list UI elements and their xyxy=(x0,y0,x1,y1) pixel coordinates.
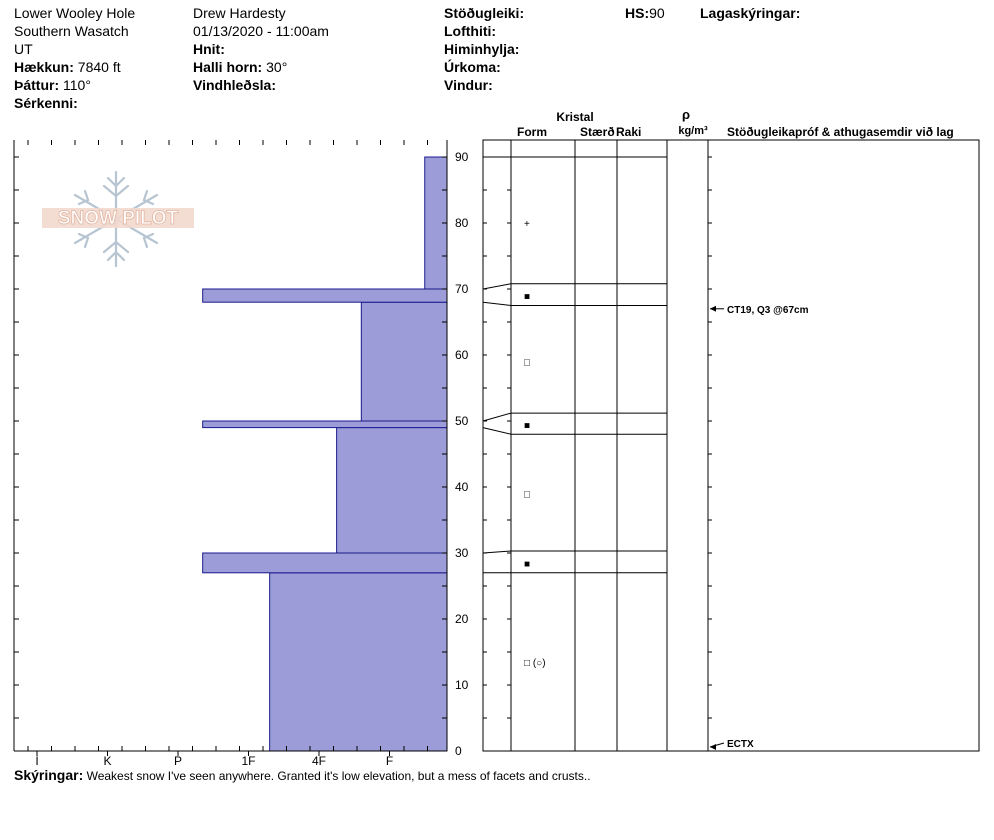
hardness-frame xyxy=(13,140,447,752)
height-tick-label: 90 xyxy=(455,150,469,164)
density-symbol-header: ρ xyxy=(682,107,690,122)
hs-row: HS:90 xyxy=(625,4,665,22)
precip-label: Úrkoma: xyxy=(444,59,501,75)
table-headers: Kristal Form Stærð Raki ρ kg/m³ Stöðugleikapró… xyxy=(517,107,954,139)
special-row: Sérkenni: xyxy=(14,94,135,112)
wind-label: Vindur: xyxy=(444,77,493,93)
test-arrow-head xyxy=(710,305,716,312)
header-col-observer: Drew Hardesty 01/13/2020 - 11:00am Hnit:… xyxy=(193,4,329,94)
table-border xyxy=(482,139,980,752)
hardness-layer-bar xyxy=(202,552,448,574)
aspect-value: 110° xyxy=(63,77,91,93)
form-header: Form xyxy=(517,125,547,139)
special-label: Sérkenni: xyxy=(14,95,78,111)
layer-boundary-lines xyxy=(482,156,667,574)
hs-label: HS: xyxy=(625,5,650,21)
layer-boundary xyxy=(482,301,667,306)
elevation-value: 7840 ft xyxy=(77,59,121,75)
stability-test-label: ECTX xyxy=(727,739,754,750)
sky-label: Himinhylja: xyxy=(444,41,520,57)
hardness-tick-label: 1F xyxy=(241,754,255,768)
height-tick-label: 80 xyxy=(455,216,469,230)
coords-row: Hnit: xyxy=(193,40,329,58)
hardness-layers xyxy=(202,156,448,752)
layer-boundary xyxy=(482,427,667,435)
slope-row: Halli horn: 30° xyxy=(193,58,329,76)
header-col-location: Lower Wooley Hole Southern Wasatch UT Hæ… xyxy=(14,4,135,112)
hardness-tick-label: P xyxy=(174,754,182,768)
layer-boundary xyxy=(482,283,667,290)
height-tick-label: 30 xyxy=(455,546,469,560)
state: UT xyxy=(14,41,33,57)
moisture-header: Raki xyxy=(616,125,641,139)
grain-form-symbol: □ xyxy=(524,490,530,501)
height-tick-label: 60 xyxy=(455,348,469,362)
stability-label: Stöðugleiki: xyxy=(444,5,525,21)
hardness-layer-bar xyxy=(336,427,448,554)
height-tick-label: 70 xyxy=(455,282,469,296)
hardness-tick-label: I xyxy=(35,754,38,768)
grain-form-symbol: ■ xyxy=(524,292,530,303)
elevation-label: Hækkun: xyxy=(14,59,74,75)
mountain-range: Southern Wasatch xyxy=(14,23,129,39)
comments-label: Skýringar: xyxy=(14,767,84,783)
aspect-label: Þáttur: xyxy=(14,77,60,93)
hardness-layer-bar xyxy=(269,572,448,752)
grain-form-symbol: □ (○) xyxy=(524,658,546,669)
height-axis: 0 10 20 30 40 50 60 70 80 90 xyxy=(446,140,469,758)
height-tick-label: 10 xyxy=(455,678,469,692)
crystal-table xyxy=(482,139,980,752)
hs-value: 90 xyxy=(649,5,665,21)
location-name: Lower Wooley Hole xyxy=(14,5,136,21)
elevation-row: Hækkun: 7840 ft xyxy=(14,58,135,76)
hardness-tick-label: F xyxy=(386,754,393,768)
coords-label: Hnit: xyxy=(193,41,225,57)
wind-loading-label: Vindhleðsla: xyxy=(193,77,276,93)
aspect-row: Þáttur: 110° xyxy=(14,76,135,94)
grain-form-symbol: □ xyxy=(524,358,530,369)
observation-datetime: 01/13/2020 - 11:00am xyxy=(193,23,329,39)
stability-tests: CT19, Q3 @67cm ECTX xyxy=(709,305,809,750)
legend-row: Lagaskýringar: xyxy=(700,4,800,22)
test-arrow-head xyxy=(710,744,716,750)
comments-text: Weakest snow I've seen anywhere. Granted… xyxy=(86,769,591,783)
comments-footer: Skýringar: Weakest snow I've seen anywhe… xyxy=(14,767,591,783)
logo-text: SNOW PILOT xyxy=(58,208,179,229)
hardness-layer-bar xyxy=(360,301,448,422)
height-tick-label: 0 xyxy=(455,744,462,758)
layer-boundary xyxy=(482,550,667,554)
grain-form-symbol: ■ xyxy=(524,420,530,431)
hardness-layer-bar xyxy=(202,288,448,303)
hardness-tick-label: K xyxy=(103,754,111,768)
density-unit-header: kg/m³ xyxy=(678,125,708,137)
height-tick-label: 40 xyxy=(455,480,469,494)
header-col-weather: Stöðugleiki: Lofthiti: Himinhylja: Úrkom… xyxy=(444,4,524,94)
hardness-layer-bar xyxy=(202,420,448,429)
grain-form-symbols: + ■ □ ■ □ ■ □ (○) xyxy=(524,219,546,669)
grain-form-symbol: ■ xyxy=(524,559,530,570)
grain-form-symbol: + xyxy=(524,219,530,230)
air-temp-label: Lofthiti: xyxy=(444,23,497,39)
size-header: Stærð xyxy=(580,125,615,139)
height-tick-label: 20 xyxy=(455,612,469,626)
height-tick-label: 50 xyxy=(455,414,469,428)
hardness-tick-label: 4F xyxy=(312,754,326,768)
wind-loading-row: Vindhleðsla: xyxy=(193,76,329,94)
comments-header: Stöðugleikapróf & athugasemdir við lag xyxy=(727,125,954,139)
crystal-header: Kristal xyxy=(556,110,593,124)
legend-label: Lagaskýringar: xyxy=(700,5,801,21)
snow-pilot-logo: SNOW PILOT xyxy=(42,170,194,268)
stability-test-label: CT19, Q3 @67cm xyxy=(727,305,809,316)
slope-label: Halli horn: xyxy=(193,59,263,75)
hardness-x-ticks: I K P 1F 4F F xyxy=(35,751,393,768)
observer-name: Drew Hardesty xyxy=(193,5,286,21)
slope-value: 30° xyxy=(266,59,288,75)
layer-boundary xyxy=(482,412,667,422)
